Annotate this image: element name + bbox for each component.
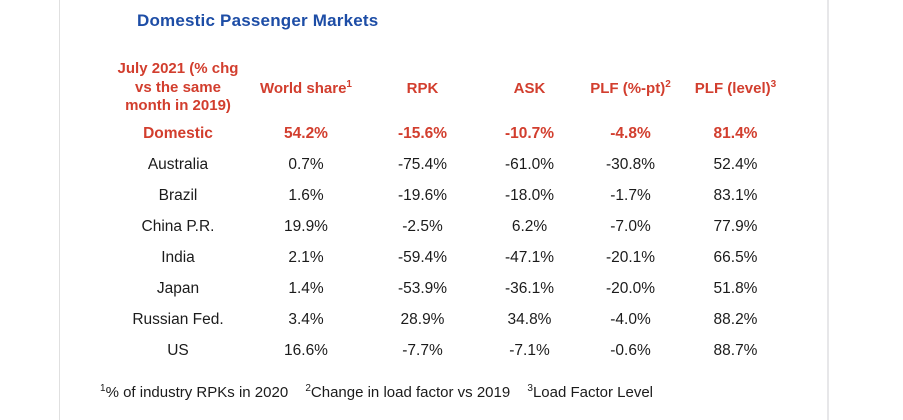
header-footnote-marker: 1 [346, 78, 352, 90]
row-label: US [167, 341, 189, 359]
cell-plf-level: 52.4% [713, 155, 758, 173]
cell-plf-level: 51.8% [713, 279, 758, 297]
cell-plf-pt: -30.8% [605, 155, 656, 173]
table-row-brazil: Brazil 1.6% -19.6% -18.0% -1.7% 83.1% [110, 180, 790, 211]
row-label: India [161, 248, 195, 266]
header-label: RPK [406, 79, 439, 97]
table-row-russian-fed: Russian Fed. 3.4% 28.9% 34.8% -4.0% 88.2… [110, 304, 790, 335]
footnote-3: 3Load Factor Level [527, 383, 654, 402]
header-period: July 2021 (% chg vs the same month in 20… [117, 59, 239, 115]
table-row-australia: Australia 0.7% -75.4% -61.0% -30.8% 52.4… [110, 149, 790, 180]
row-label: China P.R. [141, 217, 215, 235]
row-label: Japan [156, 279, 200, 297]
cell-rpk: -59.4% [397, 248, 448, 266]
footnote-marker: 1 [100, 383, 106, 394]
table-row-india: India 2.1% -59.4% -47.1% -20.1% 66.5% [110, 242, 790, 273]
cell-plf-pt: -7.0% [610, 217, 651, 235]
footnote-text: Load Factor Level [532, 384, 654, 401]
cell-rpk: -2.5% [402, 217, 443, 235]
cell-ask: -47.1% [504, 248, 555, 266]
footnote-1: 1% of industry RPKs in 2020 [100, 383, 289, 402]
cell-plf-pt: -4.0% [610, 310, 651, 328]
header-plf-pt: PLF (%-pt)2 [580, 78, 681, 97]
cell-plf-pt: -20.1% [605, 248, 656, 266]
footnote-text: Change in load factor vs 2019 [310, 384, 511, 401]
header-ask: ASK [479, 80, 580, 97]
footnote-2: 2Change in load factor vs 2019 [305, 383, 511, 402]
cell-world-share: 16.6% [284, 341, 328, 359]
cell-plf-level: 83.1% [713, 186, 758, 204]
cell-world-share: 2.1% [288, 248, 324, 266]
cell-plf-level: 66.5% [713, 248, 758, 266]
row-label: Domestic [143, 124, 213, 142]
cell-plf-level: 88.7% [713, 341, 758, 359]
footnote-marker: 2 [305, 383, 311, 394]
row-label: Russian Fed. [132, 310, 224, 328]
footnote-text: % of industry RPKs in 2020 [105, 384, 289, 401]
cell-ask: 6.2% [511, 217, 548, 235]
cell-rpk: -15.6% [397, 124, 448, 142]
cell-ask: 34.8% [507, 310, 552, 328]
cell-plf-pt: -1.7% [610, 186, 651, 204]
cell-plf-pt: -20.0% [605, 279, 656, 297]
row-label: Brazil [158, 186, 198, 204]
cell-rpk: -7.7% [402, 341, 443, 359]
cell-ask: -7.1% [509, 341, 550, 359]
header-label: PLF (level) [694, 79, 771, 97]
row-label: Australia [147, 155, 209, 173]
cell-ask: -10.7% [504, 124, 555, 142]
cell-world-share: 1.6% [288, 186, 324, 204]
cell-ask: -36.1% [504, 279, 555, 297]
cell-world-share: 0.7% [288, 155, 324, 173]
header-plf-level: PLF (level)3 [681, 78, 790, 97]
cell-plf-level: 77.9% [713, 217, 758, 235]
cell-world-share: 3.4% [288, 310, 324, 328]
header-label: PLF (%-pt) [590, 79, 666, 97]
cell-plf-pt: -0.6% [610, 341, 651, 359]
cell-world-share: 19.9% [284, 217, 328, 235]
header-footnote-marker: 2 [665, 78, 671, 90]
cell-ask: -61.0% [504, 155, 555, 173]
page-edge-left [59, 0, 60, 420]
cell-plf-level: 81.4% [713, 124, 758, 142]
cell-rpk: 28.9% [400, 310, 445, 328]
cell-plf-pt: -4.8% [610, 124, 651, 142]
cell-plf-level: 88.2% [713, 310, 758, 328]
cell-world-share: 54.2% [284, 124, 328, 142]
domestic-markets-table: July 2021 (% chg vs the same month in 20… [110, 58, 790, 366]
table-row-china: China P.R. 19.9% -2.5% 6.2% -7.0% 77.9% [110, 211, 790, 242]
cell-rpk: -53.9% [397, 279, 448, 297]
cell-ask: -18.0% [504, 186, 555, 204]
footnote-marker: 3 [527, 383, 533, 394]
table-row-japan: Japan 1.4% -53.9% -36.1% -20.0% 51.8% [110, 273, 790, 304]
cell-rpk: -75.4% [397, 155, 448, 173]
page-edge-right [827, 0, 829, 420]
header-label: World share [260, 79, 347, 97]
header-rpk: RPK [366, 80, 479, 97]
footnotes: 1% of industry RPKs in 2020 2Change in l… [100, 383, 654, 402]
table-row-domestic: Domestic 54.2% -15.6% -10.7% -4.8% 81.4% [110, 118, 790, 149]
cell-rpk: -19.6% [397, 186, 448, 204]
header-footnote-marker: 3 [770, 78, 777, 90]
page-title: Domestic Passenger Markets [137, 11, 379, 30]
header-label: ASK [513, 79, 546, 97]
header-world-share: World share1 [246, 78, 366, 97]
cell-world-share: 1.4% [288, 279, 324, 297]
table-header-row: July 2021 (% chg vs the same month in 20… [110, 58, 790, 118]
table-row-us: US 16.6% -7.7% -7.1% -0.6% 88.7% [110, 335, 790, 366]
